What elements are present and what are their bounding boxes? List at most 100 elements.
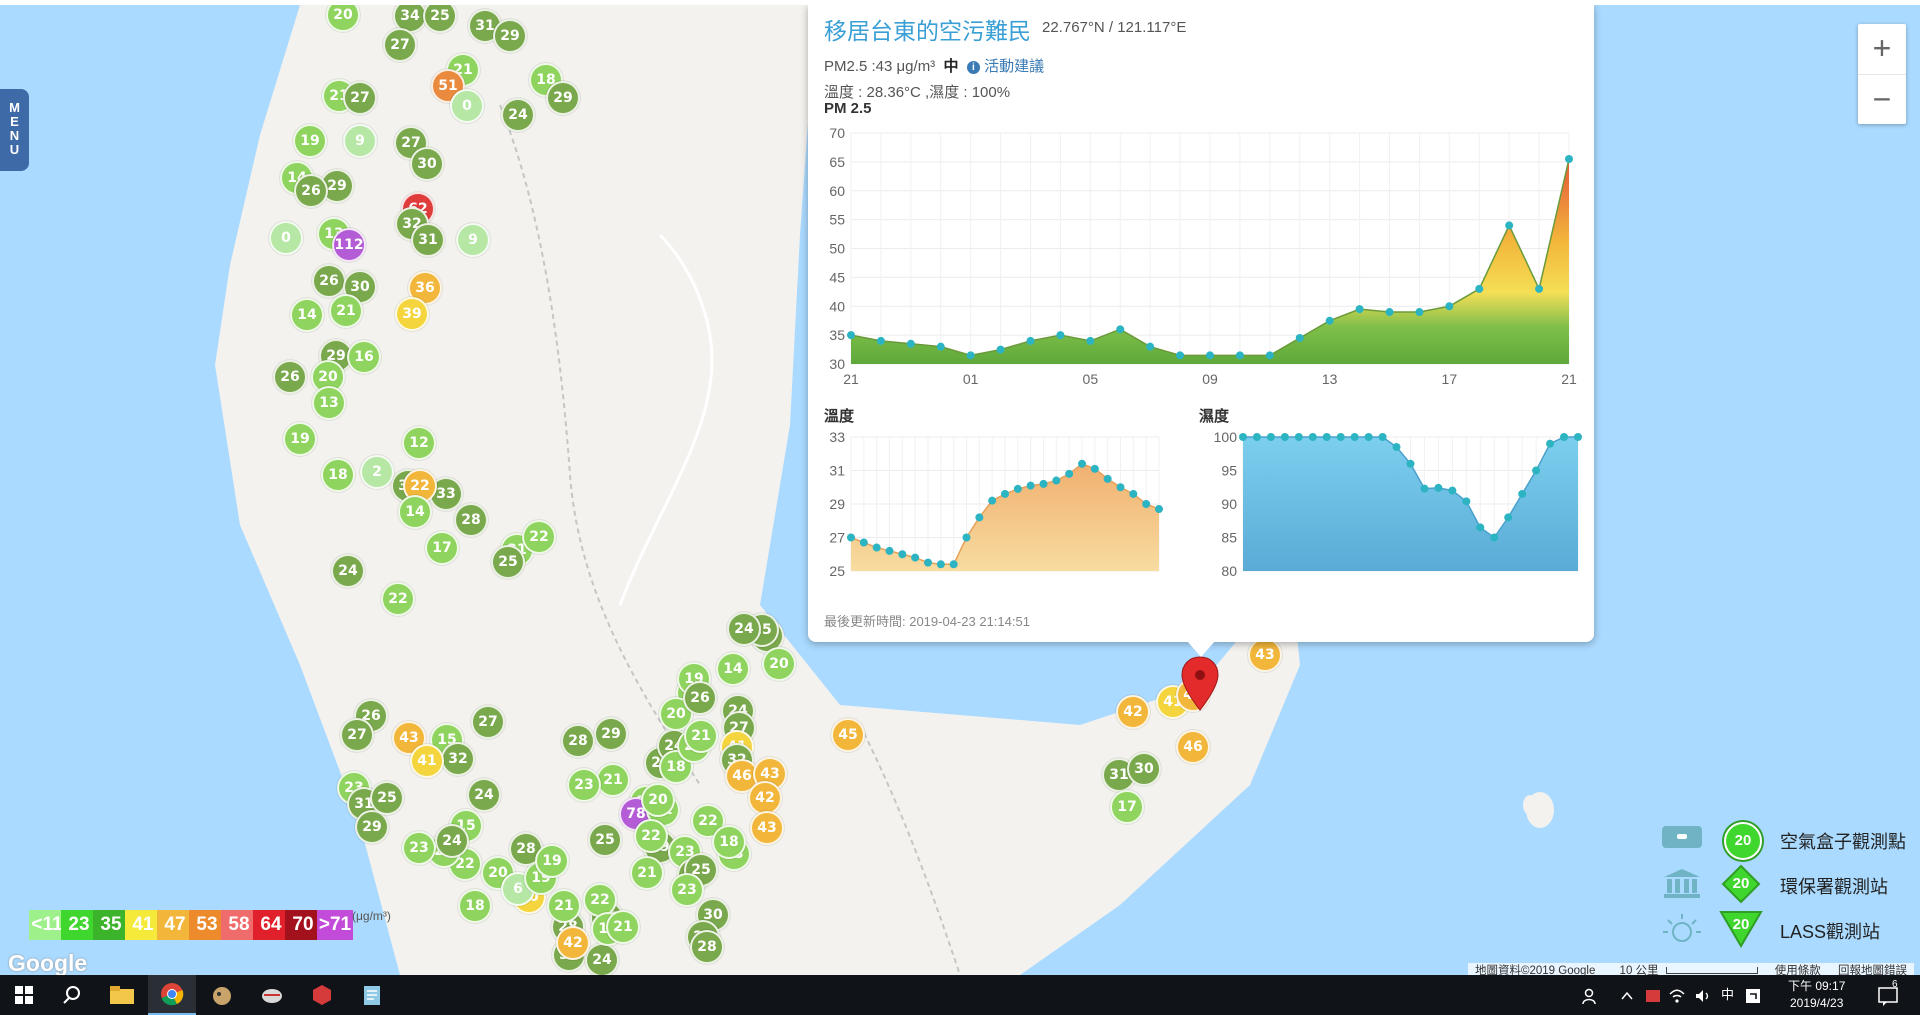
station-marker[interactable]: 18	[458, 889, 492, 923]
station-marker[interactable]: 25	[588, 823, 622, 857]
station-marker[interactable]: 42	[748, 781, 782, 815]
wifi-icon[interactable]	[1668, 975, 1686, 1015]
activity-advice-link[interactable]: i 活動建議	[966, 58, 1044, 75]
station-marker[interactable]: 29	[594, 717, 628, 751]
station-marker[interactable]: 24	[467, 778, 501, 812]
station-marker[interactable]: 25	[423, 5, 457, 33]
search-icon[interactable]	[48, 975, 96, 1015]
station-marker[interactable]: 21	[596, 763, 630, 797]
station-marker[interactable]: 24	[501, 98, 535, 132]
chevron-up-icon[interactable]	[1620, 975, 1634, 1015]
station-marker[interactable]: 29	[320, 169, 354, 203]
station-marker[interactable]: 12	[402, 426, 436, 460]
station-marker[interactable]: 29	[355, 810, 389, 844]
station-marker[interactable]: 22	[634, 819, 668, 853]
station-marker[interactable]: 18	[321, 458, 355, 492]
map[interactable]: 20 34 25 31 29 27 21 51 0 24 18 29 21 27 19 9 27 30 14 29 26…	[0, 5, 1920, 975]
station-marker[interactable]: 21	[606, 910, 640, 944]
station-marker[interactable]: 27	[471, 705, 505, 739]
station-marker[interactable]: 14	[716, 652, 750, 686]
station-marker[interactable]: 36	[408, 271, 442, 305]
windows-start-icon[interactable]	[0, 975, 48, 1015]
station-marker[interactable]: 28	[690, 930, 724, 964]
keyboard-icon[interactable]	[1745, 975, 1761, 1015]
station-marker[interactable]: 21	[630, 856, 664, 890]
zoom-in-button[interactable]: +	[1872, 30, 1892, 66]
terms-link[interactable]: 使用條款	[1774, 965, 1821, 975]
people-icon[interactable]	[1582, 975, 1600, 1015]
station-marker[interactable]: 17	[425, 531, 459, 565]
station-marker[interactable]: 17	[1110, 790, 1144, 824]
station-marker[interactable]: 21	[547, 889, 581, 923]
station-marker[interactable]: 23	[402, 831, 436, 865]
station-marker[interactable]: 112	[332, 228, 366, 262]
volume-icon[interactable]	[1694, 975, 1712, 1015]
station-marker[interactable]: 21	[329, 294, 363, 328]
station-marker[interactable]: 41	[410, 744, 444, 778]
station-marker[interactable]: 23	[567, 768, 601, 802]
station-marker[interactable]: 20	[762, 647, 796, 681]
station-marker[interactable]: 27	[383, 28, 417, 62]
station-marker[interactable]: 22	[583, 883, 617, 917]
clock[interactable]: 下午 09:17 2019/4/23	[1788, 978, 1845, 1012]
station-marker[interactable]: 22	[522, 520, 556, 554]
station-marker[interactable]: 13	[312, 386, 346, 420]
station-marker[interactable]: 43	[750, 811, 784, 845]
station-marker[interactable]: 9	[343, 124, 377, 158]
station-marker[interactable]: 18	[712, 825, 746, 859]
station-marker[interactable]: 31	[411, 223, 445, 257]
app-red-icon[interactable]	[298, 975, 346, 1015]
chrome-icon[interactable]	[148, 975, 196, 1015]
station-marker[interactable]: 43	[1248, 638, 1282, 672]
station-marker[interactable]: 29	[546, 81, 580, 115]
station-marker[interactable]: 28	[561, 724, 595, 758]
station-marker[interactable]: 26	[683, 681, 717, 715]
menu-tab[interactable]: M E N U	[0, 89, 29, 171]
station-marker[interactable]: 2	[360, 455, 394, 489]
station-marker[interactable]: 29	[493, 19, 527, 53]
station-marker[interactable]: 20	[326, 5, 360, 32]
station-marker[interactable]: 25	[491, 545, 525, 579]
station-marker[interactable]: 30	[1127, 752, 1161, 786]
station-marker[interactable]: 32	[441, 742, 475, 776]
station-marker[interactable]: 28	[454, 503, 488, 537]
station-marker[interactable]: 14	[290, 298, 324, 332]
station-marker[interactable]: 22	[381, 582, 415, 616]
app-shell-icon[interactable]	[248, 975, 296, 1015]
station-marker[interactable]: 42	[556, 926, 590, 960]
station-marker[interactable]: 24	[331, 554, 365, 588]
station-marker[interactable]: 39	[395, 297, 429, 331]
station-marker[interactable]: 0	[269, 221, 303, 255]
station-marker[interactable]: 24	[585, 943, 619, 975]
station-marker[interactable]: 9	[456, 223, 490, 257]
app-mascot-icon[interactable]	[198, 975, 246, 1015]
ime-indicator[interactable]: 中	[1721, 987, 1735, 1002]
station-marker[interactable]: 23	[670, 873, 704, 907]
station-marker[interactable]: 19	[535, 844, 569, 878]
station-marker[interactable]: 25	[370, 781, 404, 815]
station-marker[interactable]: 22	[403, 469, 437, 503]
app-notepad-icon[interactable]	[348, 975, 396, 1015]
station-marker[interactable]: 19	[293, 124, 327, 158]
station-marker[interactable]: 22	[691, 804, 725, 838]
selected-location-pin-icon[interactable]	[1180, 655, 1220, 715]
zoom-out-button[interactable]: −	[1858, 74, 1906, 125]
station-marker[interactable]: 21	[684, 719, 718, 753]
tray-app-icon[interactable]	[1645, 975, 1661, 1015]
station-marker[interactable]: 0	[450, 89, 484, 123]
station-marker[interactable]: 14	[398, 495, 432, 529]
station-marker[interactable]: 20	[641, 783, 675, 817]
station-marker[interactable]: 46	[1176, 730, 1210, 764]
station-marker[interactable]: 24	[435, 824, 469, 858]
station-marker[interactable]: 42	[1116, 695, 1150, 729]
station-marker[interactable]: 45	[831, 718, 865, 752]
station-marker[interactable]: 24	[727, 612, 761, 646]
station-marker[interactable]: 26	[312, 264, 346, 298]
station-marker[interactable]: 16	[347, 340, 381, 374]
station-marker[interactable]: 26	[294, 174, 328, 208]
notification-center-icon[interactable]: 6	[1876, 975, 1906, 1015]
station-marker[interactable]: 19	[283, 422, 317, 456]
file-explorer-icon[interactable]	[98, 975, 146, 1015]
station-marker[interactable]: 30	[410, 147, 444, 181]
report-error-link[interactable]: 回報地圖錯誤	[1837, 965, 1907, 975]
